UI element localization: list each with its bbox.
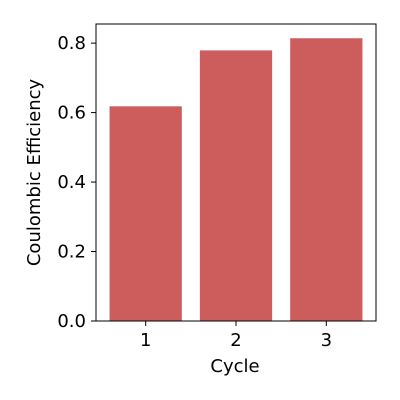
x-axis: 1 2 3 bbox=[140, 321, 332, 351]
y-tick-label: 0.4 bbox=[57, 172, 86, 193]
y-tick-label: 0.6 bbox=[57, 103, 86, 124]
y-axis: 0.0 0.2 0.4 0.6 0.8 bbox=[57, 33, 96, 332]
y-tick-label: 0.0 bbox=[57, 311, 86, 332]
x-tick-label: 2 bbox=[230, 330, 241, 351]
y-axis-title: Coulombic Efficiency bbox=[24, 79, 45, 267]
y-tick-label: 0.8 bbox=[57, 33, 86, 54]
bars-group bbox=[109, 38, 363, 322]
x-tick-label: 3 bbox=[321, 330, 332, 351]
y-tick-label: 0.2 bbox=[57, 242, 86, 263]
bar-cycle-3 bbox=[290, 38, 363, 322]
bar-cycle-2 bbox=[199, 50, 273, 322]
x-axis-title: Cycle bbox=[210, 356, 259, 377]
x-tick-label: 1 bbox=[140, 330, 151, 351]
bar-cycle-1 bbox=[109, 106, 182, 321]
